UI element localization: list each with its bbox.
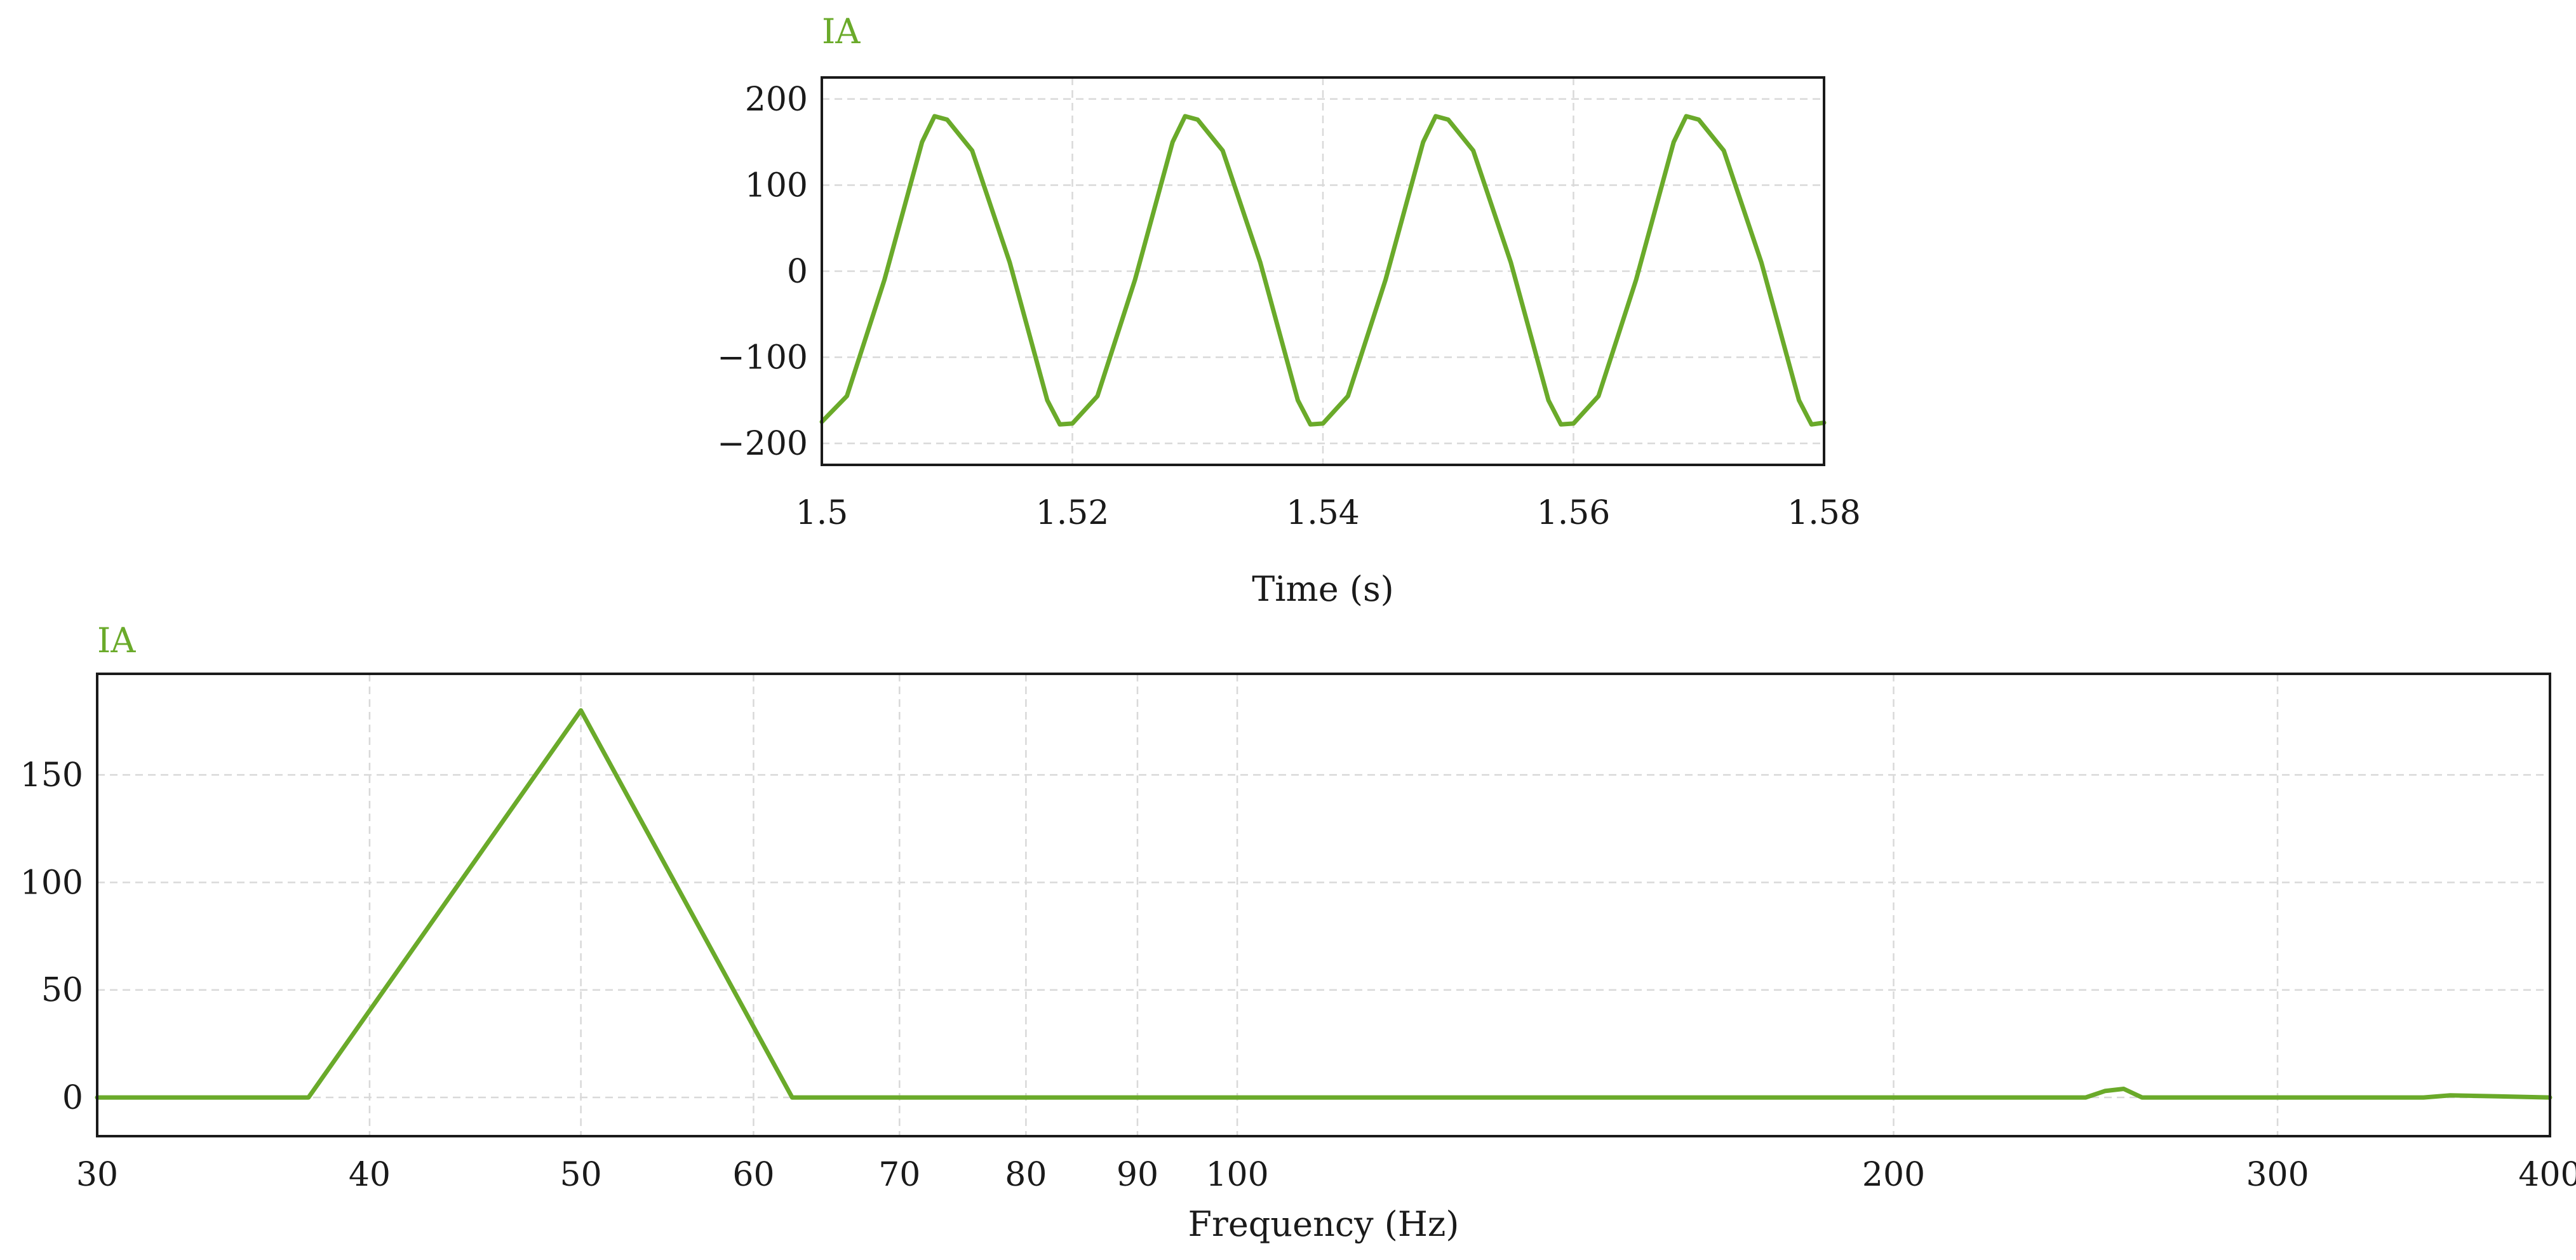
x-tick-label: 200 bbox=[1862, 1156, 1925, 1194]
x-tick-label: 50 bbox=[560, 1156, 602, 1194]
x-tick-label: 1.52 bbox=[1036, 494, 1110, 532]
x-tick-label: 100 bbox=[1205, 1156, 1268, 1194]
x-tick-label: 70 bbox=[878, 1156, 920, 1194]
plot-frame bbox=[96, 673, 2551, 1137]
time-domain-chart: 1.5 1.52 1.54 1.56 1.58 200 100 0 −100 −200 IA Time… bbox=[717, 11, 1861, 609]
y-tick-label: 200 bbox=[745, 81, 808, 119]
series-line-ia bbox=[819, 114, 1827, 427]
x-tick-label: 400 bbox=[2518, 1156, 2576, 1194]
series-line-ia bbox=[95, 708, 2553, 1100]
y-tick-label: 50 bbox=[41, 972, 83, 1010]
x-tick-label: 1.58 bbox=[1787, 494, 1861, 532]
series-label: IA bbox=[97, 620, 136, 660]
x-tick-label: 1.54 bbox=[1286, 494, 1360, 532]
plot-frame bbox=[821, 76, 1825, 466]
x-axis-title: Frequency (Hz) bbox=[1188, 1204, 1459, 1244]
x-tick-label: 1.5 bbox=[796, 494, 849, 532]
y-tick-label: −100 bbox=[717, 339, 808, 377]
x-tick-label: 60 bbox=[732, 1156, 774, 1194]
y-tick-label: 0 bbox=[787, 253, 808, 291]
frequency-spectrum-chart: 30 40 50 60 70 80 90 100 200 300 400 150 100 50 0 IA Fre… bbox=[20, 620, 2576, 1244]
x-tick-label: 80 bbox=[1005, 1156, 1047, 1194]
x-axis-title: Time (s) bbox=[1252, 569, 1393, 609]
y-tick-label: 100 bbox=[745, 166, 808, 204]
y-tick-label: 100 bbox=[20, 864, 83, 902]
x-tick-label: 300 bbox=[2246, 1156, 2309, 1194]
x-tick-label: 90 bbox=[1117, 1156, 1158, 1194]
series-label: IA bbox=[822, 11, 861, 51]
y-tick-label: 150 bbox=[20, 756, 83, 794]
x-tick-label: 1.56 bbox=[1537, 494, 1611, 532]
x-tick-label: 40 bbox=[349, 1156, 391, 1194]
y-tick-label: 0 bbox=[62, 1079, 83, 1117]
x-tick-label: 30 bbox=[76, 1156, 118, 1194]
y-tick-label: −200 bbox=[717, 425, 808, 463]
